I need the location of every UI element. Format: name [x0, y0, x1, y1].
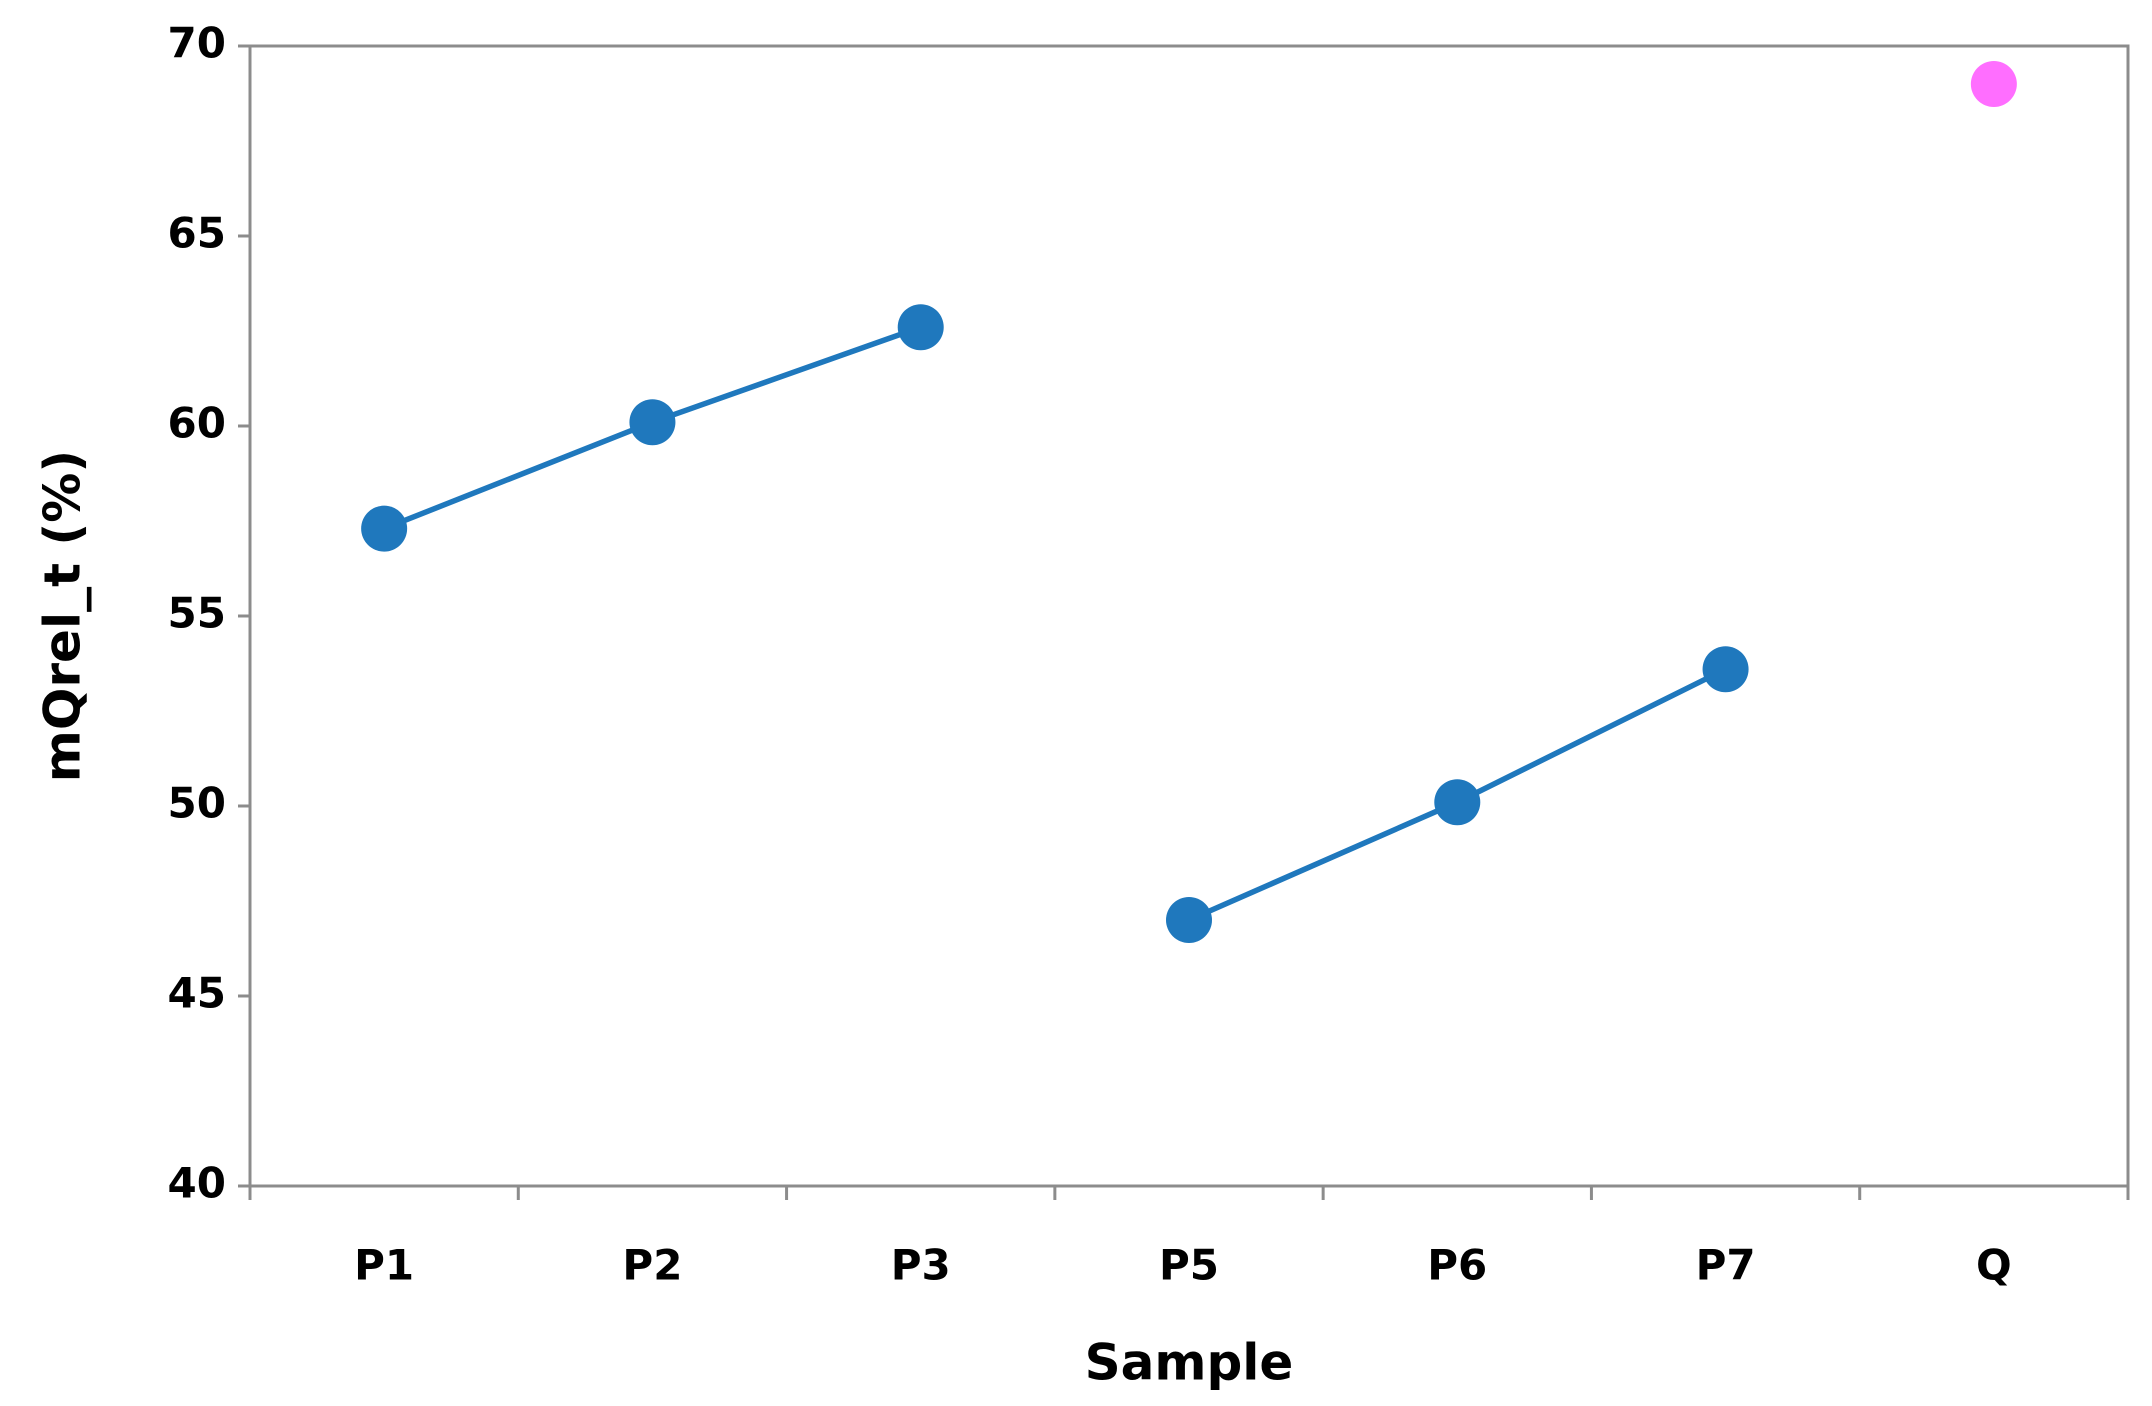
marker: [1166, 897, 1212, 943]
y-tick-label: 70: [168, 19, 226, 68]
y-tick-label: 40: [168, 1159, 226, 1208]
x-tick-label: P7: [1696, 1241, 1756, 1290]
y-tick-label: 45: [168, 969, 226, 1018]
x-tick-label: P6: [1427, 1241, 1487, 1290]
x-axis-title: Sample: [1085, 1334, 1294, 1392]
plot-frame: [248, 44, 2130, 1188]
marker: [361, 505, 408, 552]
x-tick-label: P2: [622, 1241, 682, 1290]
y-tick-label: 60: [168, 399, 226, 448]
marker: [897, 304, 944, 351]
x-tick-label: P1: [354, 1241, 414, 1290]
marker: [629, 399, 676, 446]
y-tick-label: 50: [168, 779, 226, 828]
marker: [1434, 779, 1481, 826]
marker: [1702, 646, 1749, 693]
marker: [1970, 61, 2017, 107]
x-tick-label: Q: [1976, 1241, 2012, 1290]
y-tick-label: 65: [168, 209, 226, 258]
y-tick-label: 55: [168, 589, 226, 638]
y-axis-title: mQrel_t (%): [34, 450, 92, 782]
x-tick-label: P5: [1159, 1241, 1219, 1290]
x-tick-label: P3: [891, 1241, 951, 1290]
